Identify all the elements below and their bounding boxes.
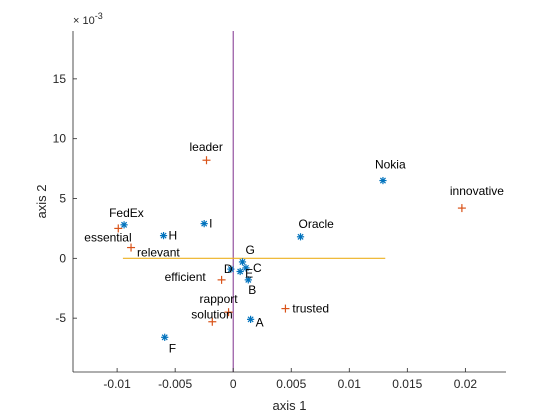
point-label: relevant	[137, 246, 180, 260]
exponent-base: × 10	[73, 15, 95, 27]
point-label: C	[253, 261, 262, 275]
x-tick-label: -0.005	[158, 377, 192, 391]
x-tick-label: 0.015	[392, 377, 422, 391]
point-label: B	[248, 283, 256, 297]
point-label: solution	[191, 308, 232, 322]
plus-point	[114, 224, 123, 233]
point-label: efficient	[165, 270, 207, 284]
star-point	[120, 221, 128, 229]
star-point	[161, 333, 169, 341]
x-tick-label: -0.01	[103, 377, 131, 391]
point-label: innovative	[450, 184, 504, 198]
point-label: FedEx	[109, 206, 144, 220]
point-label: leader	[189, 140, 222, 154]
exponent-power: -3	[95, 11, 103, 21]
star-point	[296, 233, 305, 241]
point-label: F	[169, 341, 176, 355]
plus-point	[202, 156, 211, 165]
point-label: H	[169, 229, 178, 243]
data-points	[114, 156, 466, 341]
y-tick-label: 0	[59, 251, 66, 265]
star-point	[379, 176, 387, 185]
y-tick-label: 15	[53, 72, 67, 86]
plus-point	[281, 304, 290, 313]
star-point	[236, 267, 244, 276]
star-point	[247, 315, 255, 323]
plus-point	[217, 275, 226, 284]
point-label: A	[256, 315, 264, 329]
plus-point	[208, 317, 217, 326]
star-point	[242, 264, 250, 272]
point-label: rapport	[200, 292, 239, 306]
x-ticks: -0.01 -0.005 0 0.005 0.01 0.015 0.02	[103, 368, 477, 391]
plus-point	[457, 204, 466, 213]
y-axis-exponent: × 10-3	[73, 11, 103, 27]
y-axis-label: axis 2	[34, 185, 49, 219]
point-label: I	[209, 217, 212, 231]
star-point	[238, 258, 247, 266]
x-tick-label: 0.01	[338, 377, 362, 391]
reference-lines	[122, 31, 386, 372]
x-axis-label: axis 1	[273, 398, 307, 413]
point-label: trusted	[292, 302, 329, 316]
axes	[72, 31, 506, 373]
plus-point	[127, 243, 136, 252]
point-label: Oracle	[299, 217, 335, 231]
point-label: E	[245, 266, 253, 280]
x-tick-label: 0.02	[454, 377, 478, 391]
x-tick-label: 0.005	[276, 377, 306, 391]
x-tick-label: 0	[230, 377, 237, 391]
y-tick-label: 10	[53, 132, 67, 146]
plot-area	[73, 31, 506, 372]
point-label: Nokia	[375, 158, 406, 172]
plus-point	[224, 308, 233, 317]
point-label: G	[245, 243, 254, 257]
y-ticks: -5 0 5 10 15	[53, 72, 77, 325]
star-point	[227, 265, 235, 273]
star-point	[159, 232, 168, 240]
star-point	[200, 220, 208, 228]
star-point	[244, 276, 252, 284]
y-tick-label: 5	[59, 192, 66, 206]
y-tick-label: -5	[55, 311, 66, 325]
point-label: essential	[84, 230, 131, 244]
point-label: D	[224, 262, 233, 276]
